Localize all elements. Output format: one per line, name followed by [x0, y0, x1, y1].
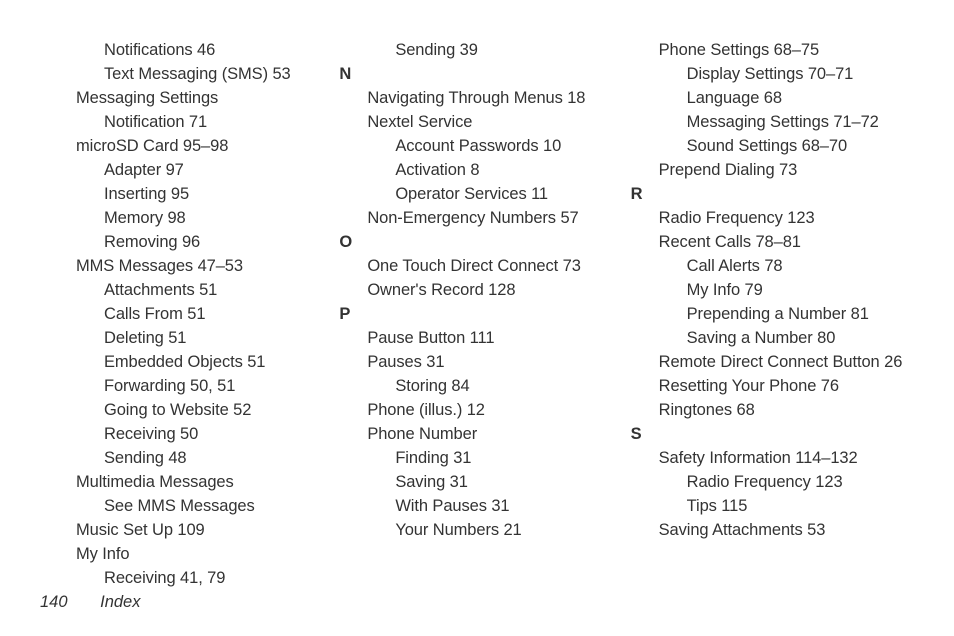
index-entry: Prepending a Number 81 [631, 302, 906, 326]
index-entry: Recent Calls 78–81 [631, 230, 906, 254]
index-entry: Your Numbers 21 [339, 518, 614, 542]
index-entry: Receiving 41, 79 [48, 566, 323, 590]
index-entry: Phone (illus.) 12 [339, 398, 614, 422]
index-entry: Navigating Through Menus 18 [339, 86, 614, 110]
index-entry: Owner's Record 128 [339, 278, 614, 302]
index-entry: Display Settings 70–71 [631, 62, 906, 86]
index-entry: Saving 31 [339, 470, 614, 494]
index-entry: Messaging Settings [48, 86, 323, 110]
index-entry: Phone Settings 68–75 [631, 38, 906, 62]
index-column-2: Sending 39NNavigating Through Menus 18Ne… [331, 38, 622, 578]
index-entry: Sending 39 [339, 38, 614, 62]
index-entry: Storing 84 [339, 374, 614, 398]
index-entry: Saving a Number 80 [631, 326, 906, 350]
index-entry: Remote Direct Connect Button 26 [631, 350, 906, 374]
index-entry: Notification 71 [48, 110, 323, 134]
index-page: Notifications 46Text Messaging (SMS) 53M… [0, 0, 954, 636]
index-entry: Prepend Dialing 73 [631, 158, 906, 182]
index-column-3: Phone Settings 68–75Display Settings 70–… [623, 38, 914, 578]
index-letter: P [339, 302, 614, 326]
index-entry: Inserting 95 [48, 182, 323, 206]
index-entry: Sending 48 [48, 446, 323, 470]
index-entry: Multimedia Messages [48, 470, 323, 494]
index-entry: Finding 31 [339, 446, 614, 470]
index-entry: Safety Information 114–132 [631, 446, 906, 470]
index-entry: Pause Button 111 [339, 326, 614, 350]
index-entry: Notifications 46 [48, 38, 323, 62]
index-entry: Music Set Up 109 [48, 518, 323, 542]
page-footer: 140 Index [40, 593, 141, 612]
index-entry: Activation 8 [339, 158, 614, 182]
index-letter: O [339, 230, 614, 254]
index-entry: MMS Messages 47–53 [48, 254, 323, 278]
index-entry: Calls From 51 [48, 302, 323, 326]
index-entry: Pauses 31 [339, 350, 614, 374]
index-entry: Adapter 97 [48, 158, 323, 182]
index-entry: My Info 79 [631, 278, 906, 302]
index-entry: Forwarding 50, 51 [48, 374, 323, 398]
index-letter: R [631, 182, 906, 206]
index-entry: Deleting 51 [48, 326, 323, 350]
index-entry: Text Messaging (SMS) 53 [48, 62, 323, 86]
index-entry: Ringtones 68 [631, 398, 906, 422]
index-column-1: Notifications 46Text Messaging (SMS) 53M… [40, 38, 331, 578]
index-letter: N [339, 62, 614, 86]
index-entry: Operator Services 11 [339, 182, 614, 206]
index-entry: Attachments 51 [48, 278, 323, 302]
index-entry: Memory 98 [48, 206, 323, 230]
index-entry: Removing 96 [48, 230, 323, 254]
index-entry: See MMS Messages [48, 494, 323, 518]
index-entry: Call Alerts 78 [631, 254, 906, 278]
index-entry: With Pauses 31 [339, 494, 614, 518]
index-entry: Nextel Service [339, 110, 614, 134]
index-entry: Receiving 50 [48, 422, 323, 446]
index-entry: Resetting Your Phone 76 [631, 374, 906, 398]
index-entry: Embedded Objects 51 [48, 350, 323, 374]
index-entry: Language 68 [631, 86, 906, 110]
page-number: 140 [40, 593, 68, 611]
index-entry: My Info [48, 542, 323, 566]
index-entry: Radio Frequency 123 [631, 206, 906, 230]
index-entry: Non-Emergency Numbers 57 [339, 206, 614, 230]
index-entry: Radio Frequency 123 [631, 470, 906, 494]
index-entry: One Touch Direct Connect 73 [339, 254, 614, 278]
index-entry: Account Passwords 10 [339, 134, 614, 158]
index-entry: Tips 115 [631, 494, 906, 518]
index-entry: Sound Settings 68–70 [631, 134, 906, 158]
index-entry: Going to Website 52 [48, 398, 323, 422]
index-columns: Notifications 46Text Messaging (SMS) 53M… [40, 38, 914, 578]
footer-label: Index [100, 593, 140, 611]
index-entry: microSD Card 95–98 [48, 134, 323, 158]
index-letter: S [631, 422, 906, 446]
index-entry: Saving Attachments 53 [631, 518, 906, 542]
index-entry: Messaging Settings 71–72 [631, 110, 906, 134]
index-entry: Phone Number [339, 422, 614, 446]
